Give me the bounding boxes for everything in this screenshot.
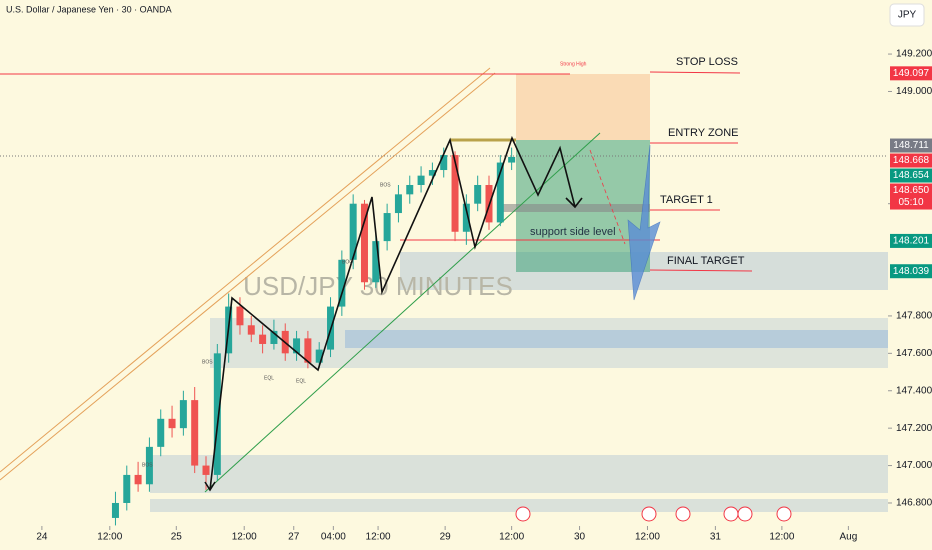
bos: BOS [380, 182, 391, 188]
eql: EQL [264, 375, 274, 381]
candle-body [474, 184, 482, 204]
currency-button[interactable] [889, 3, 925, 27]
zone [150, 455, 888, 493]
price-tag-label: 148.039 [893, 266, 930, 277]
bos: BOS [202, 359, 213, 365]
candle-body [157, 418, 165, 447]
currency: JPY [898, 10, 917, 21]
y-tick-label: 147.200 [896, 423, 932, 434]
stop-loss-label: STOP LOSS [676, 56, 738, 68]
drawings [204, 135, 661, 492]
support-label: support side level [530, 226, 616, 238]
entry-zone-label: ENTRY ZONE [668, 127, 739, 139]
zone [150, 499, 888, 512]
price-tag-label: 148.668 [893, 155, 930, 166]
price-tag-label: 149.097 [893, 68, 930, 79]
candle-body [428, 170, 436, 176]
chart-title: U.S. Dollar / Japanese Yen · 30 · OANDA [6, 4, 172, 14]
candle-body [134, 474, 142, 485]
candle-body [462, 203, 470, 232]
candle-body [270, 330, 278, 344]
x-tick-label: 27 [288, 532, 300, 543]
events [515, 506, 792, 522]
strong-high: Strong High [560, 61, 587, 67]
zone [345, 330, 888, 348]
candle-body [236, 306, 244, 326]
target1-label: TARGET 1 [660, 194, 713, 206]
y-tick-label: 149.200 [896, 49, 932, 60]
candle-body [349, 203, 357, 260]
price-tag-label: 148.711 [893, 140, 929, 151]
x-tick-label: 12:00 [97, 532, 122, 543]
candle-body [394, 194, 402, 214]
candle-body [213, 353, 221, 475]
boc: BOC [342, 259, 353, 265]
y-tick-label: 147.000 [896, 460, 932, 471]
final-target-label: FINAL TARGET [667, 255, 745, 267]
price-tag [890, 183, 932, 210]
x-tick-label: 25 [171, 532, 183, 543]
y-tick-label: 147.600 [896, 348, 932, 359]
x-tick-label: 12:00 [769, 532, 794, 543]
candle-body [111, 502, 119, 518]
candle-body [145, 446, 153, 485]
candle-body [179, 400, 187, 429]
price-tag [890, 138, 932, 153]
candle-body [293, 338, 301, 354]
x-tick-label: 12:00 [232, 532, 257, 543]
price-tag [890, 66, 932, 81]
channel [0, 67, 888, 493]
candle-body [383, 213, 391, 242]
price-tag-timer: 05:10 [898, 197, 923, 208]
x-tick-label: 12:00 [366, 532, 391, 543]
candle-body [315, 349, 323, 363]
price-tag-label: 148.650 [893, 185, 930, 196]
x-tick-label: 24 [36, 532, 48, 543]
target1-band [497, 204, 650, 212]
title-bg [0, 0, 170, 18]
x-tick-label: Aug [839, 532, 857, 543]
price-tag [890, 264, 932, 279]
candle-body [338, 259, 346, 307]
candle-body [496, 162, 504, 223]
candle-body [259, 334, 267, 344]
candle-body [451, 155, 459, 232]
candle-body [168, 418, 176, 429]
candle-body [247, 325, 255, 335]
x-tick-label: 12:00 [499, 532, 524, 543]
price-tag [890, 168, 932, 183]
x-tick-label: 29 [440, 532, 452, 543]
candle-body [372, 241, 380, 283]
y-tick-label: 149.000 [896, 86, 932, 97]
price-tag-label: 148.201 [893, 236, 930, 247]
x-tick-label: 04:00 [321, 532, 346, 543]
y-tick-label: 147.400 [896, 385, 932, 396]
x-tick-label: 12:00 [635, 532, 660, 543]
zones [150, 74, 888, 512]
y-tick-label: 146.800 [896, 498, 932, 509]
x-tick-label: 31 [710, 532, 722, 543]
bos: BOS [142, 462, 153, 468]
candle-body [304, 338, 312, 363]
stop-zone [516, 74, 650, 140]
candle-body [202, 465, 210, 475]
candle-body [123, 474, 131, 503]
price-tag-label: 148.654 [893, 170, 930, 181]
candle-body [417, 175, 425, 185]
candle-body [360, 203, 368, 283]
price-tag [890, 233, 932, 248]
candle-body [440, 155, 448, 171]
candle-body [508, 156, 516, 163]
candle-body [191, 400, 199, 466]
price-tag [890, 153, 932, 168]
candle-body [406, 184, 414, 195]
x-tick-label: 30 [574, 532, 586, 543]
y-tick-label: 147.800 [896, 311, 932, 322]
eql: EQL [296, 378, 306, 384]
